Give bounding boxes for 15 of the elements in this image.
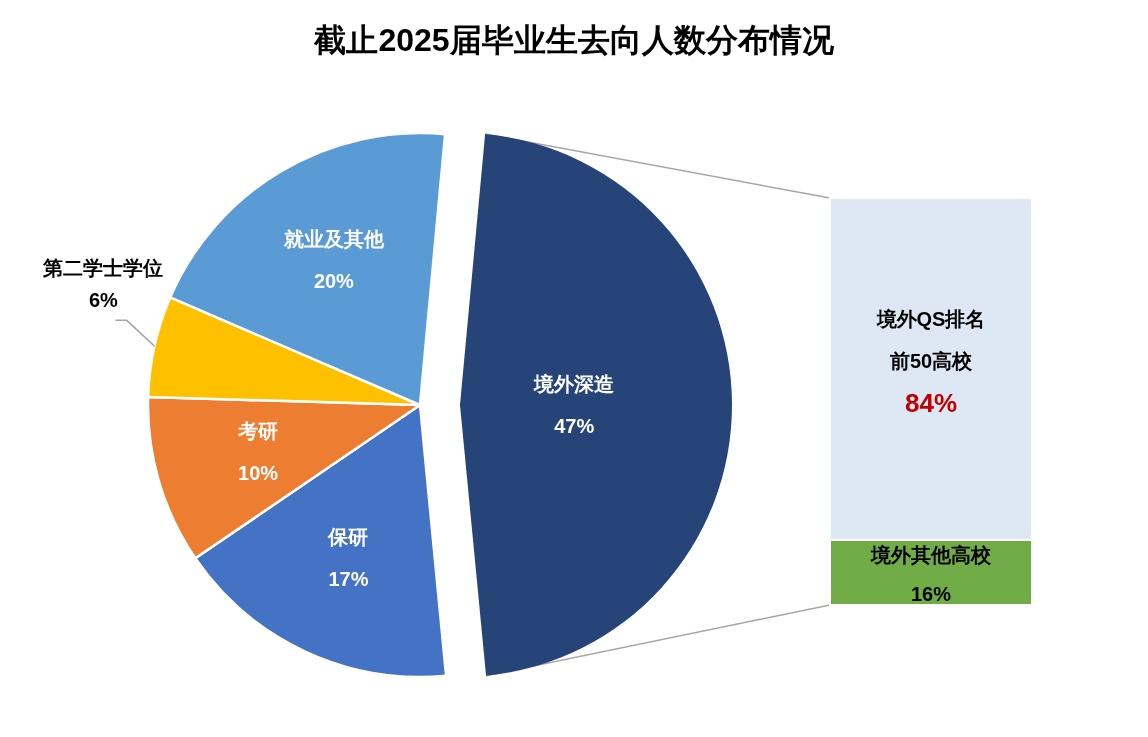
data-label: 16% (910, 582, 952, 605)
data-label: 47% (554, 414, 595, 437)
data-label: 10% (238, 462, 279, 485)
title: 截止2025届毕业生去向人数分布情况 (314, 22, 834, 58)
slice-label: 保研 (327, 525, 369, 548)
series-label: 境外QS排名前50高校 (875, 307, 986, 372)
slice-label: 境外深造 (533, 372, 615, 395)
slice-label: 考研 (237, 420, 279, 443)
data-label: 84% (904, 387, 958, 418)
series-label: 境外其他高校 (870, 544, 992, 567)
slice-label: 第二学士学位 (42, 257, 164, 280)
slice-label: 就业及其他 (282, 227, 385, 250)
data-label: 20% (313, 269, 355, 292)
data-label: 6% (88, 289, 119, 312)
data-label: 17% (328, 567, 369, 590)
